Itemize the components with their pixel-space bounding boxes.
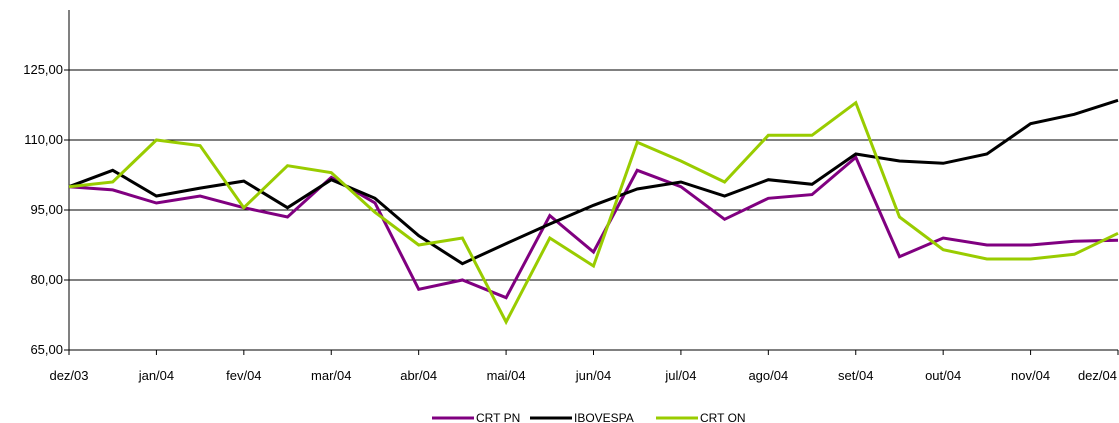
- x-tick-label: mai/04: [487, 368, 526, 383]
- x-tick-label: out/04: [925, 368, 961, 383]
- legend-label-crt-pn: CRT PN: [476, 411, 520, 423]
- x-tick-label: dez/03: [49, 368, 88, 383]
- x-tick-label: abr/04: [400, 368, 437, 383]
- y-tick-label: 65,00: [30, 342, 63, 357]
- x-axis-ticks: dez/03 jan/04 fev/04 mar/04 abr/04 mai/04 jun/…: [49, 350, 1119, 383]
- x-tick-label: dez/04: [1078, 368, 1117, 383]
- legend-label-ibovespa: IBOVESPA: [574, 411, 634, 423]
- gridlines: [69, 69, 1118, 281]
- legend: CRT PN IBOVESPA CRT ON: [432, 411, 746, 423]
- x-tick-label: jul/04: [664, 368, 696, 383]
- y-tick-label: 125,00: [23, 62, 63, 77]
- x-tick-label: nov/04: [1011, 368, 1050, 383]
- series-line-crt-pn: [68, 154, 1119, 300]
- x-tick-label: jun/04: [575, 368, 611, 383]
- series-line-ibovespa: [68, 98, 1119, 266]
- x-tick-label: set/04: [838, 368, 873, 383]
- y-tick-label: 95,00: [30, 202, 63, 217]
- legend-label-crt-on: CRT ON: [700, 411, 746, 423]
- x-tick-label: fev/04: [226, 368, 261, 383]
- x-tick-label: ago/04: [748, 368, 788, 383]
- series-line-crt-on: [68, 100, 1119, 326]
- x-tick-label: mar/04: [311, 368, 351, 383]
- axes: [68, 10, 1118, 351]
- series-lines: [68, 98, 1119, 326]
- y-tick-label: 110,00: [24, 132, 63, 147]
- x-tick-label: jan/04: [138, 368, 174, 383]
- y-tick-label: 80,00: [30, 272, 63, 287]
- y-axis-ticks: 65,00 80,00 95,00 110,00 125,00: [23, 62, 69, 357]
